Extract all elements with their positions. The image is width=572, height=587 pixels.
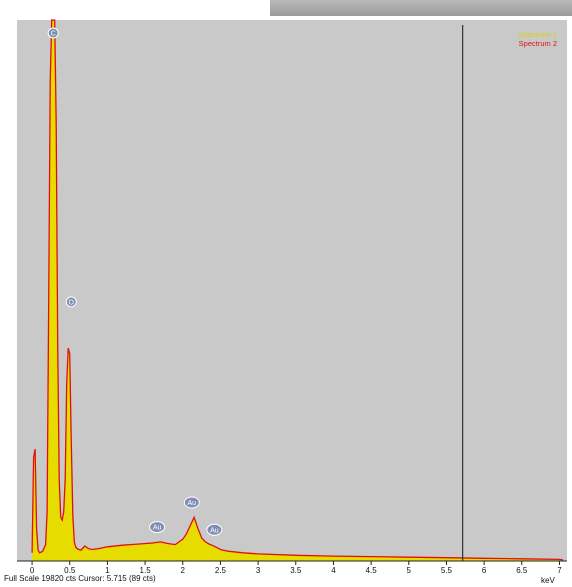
peak-marker-c: C [47,27,59,39]
x-tick-label: 2 [181,566,186,575]
peak-marker-au: Au [206,523,223,536]
peak-marker-label: O [69,299,75,306]
x-tick-label: 5.5 [441,566,453,575]
x-tick-label: 1 [105,566,110,575]
spectrum-2-line [31,19,564,561]
x-axis: 0 0.5 1 1.5 2 2.5 3 3.5 4 4.5 5 5.5 6 6.5 7 [17,560,567,575]
x-tick-label: 0.5 [64,566,76,575]
x-tick-label: 2.5 [215,566,227,575]
x-tick-label: 5 [407,566,412,575]
x-tick-label: 1.5 [140,566,152,575]
legend-entry-2: Spectrum 2 [519,39,557,48]
status-readout: Full Scale 19820 cts Cursor: 5.715 (89 c… [4,574,156,583]
x-axis-unit-label: keV [541,576,555,585]
series-layer [31,19,564,561]
peak-marker-o: O [65,296,77,308]
x-tick-label: 3.5 [290,566,302,575]
peak-marker-label: Au [188,500,197,507]
peak-marker-label: Au [153,525,162,532]
peak-marker-au: Au [149,521,166,534]
x-tick-label: 4.5 [366,566,378,575]
plot-area [17,20,567,561]
x-tick-label: 3 [256,566,261,575]
peak-marker-label: Au [210,527,219,534]
peak-marker-au: Au [183,496,200,509]
x-tick-label: 7 [557,566,562,575]
window-title-strip [270,0,572,16]
x-tick-label: 6 [482,566,487,575]
peak-marker-label: C [51,31,56,38]
peak-marker-layer: C O Au Au Au [47,27,223,536]
x-tick-label: 0 [30,566,35,575]
legend-entry-1: Spectrum 1 [519,30,557,39]
x-tick-label: 4 [331,566,336,575]
x-tick-label: 6.5 [516,566,528,575]
